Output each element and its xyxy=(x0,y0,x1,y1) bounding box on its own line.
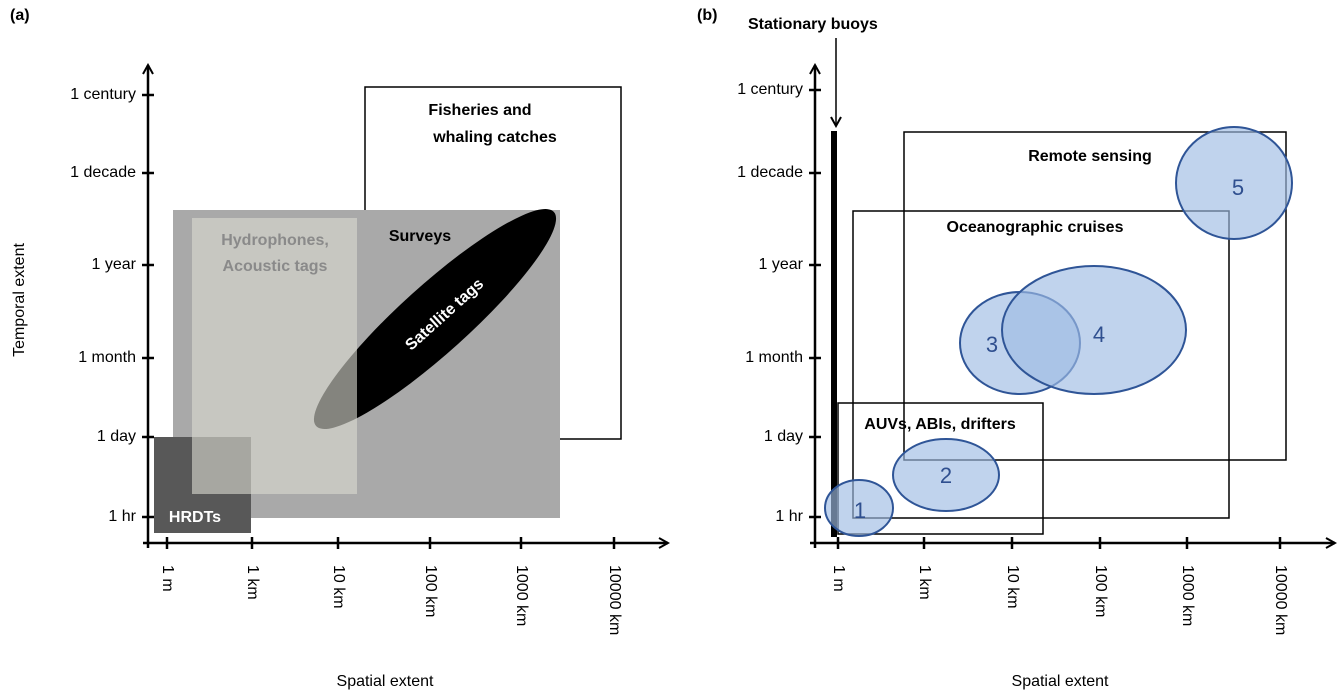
satellite-ellipse xyxy=(313,208,557,430)
region-label: Oceanographic cruises xyxy=(947,219,1124,236)
blob-number: 4 xyxy=(1093,322,1105,347)
blob xyxy=(1001,265,1187,395)
cruises-box xyxy=(852,210,1230,519)
x-tick-label: 1000 km xyxy=(1179,565,1196,626)
y-tick-label: 1 day xyxy=(97,428,136,445)
panel-label: (a) xyxy=(10,7,30,24)
x-tick-label: 10000 km xyxy=(606,565,623,635)
x-tick-label: 10 km xyxy=(330,565,347,609)
region-label: Acoustic tags xyxy=(223,258,328,275)
panel-label: (b) xyxy=(697,7,717,24)
region-label: Fisheries and xyxy=(428,102,531,119)
remote-box xyxy=(903,131,1287,461)
y-tick-label: 1 century xyxy=(737,81,803,98)
y-tick-label: 1 decade xyxy=(737,164,803,181)
region-label: HRDTs xyxy=(169,509,221,526)
x-tick-label: 1 m xyxy=(830,565,847,592)
blob xyxy=(1175,126,1293,240)
x-tick-label: 1 km xyxy=(916,565,933,600)
region-label: Stationary buoys xyxy=(748,16,878,33)
blob-number: 1 xyxy=(854,498,866,523)
region-label: Hydrophones, xyxy=(221,232,329,249)
blob-number: 5 xyxy=(1232,175,1244,200)
blob-number: 3 xyxy=(986,332,998,357)
x-tick-label: 10 km xyxy=(1004,565,1021,609)
region-label: Remote sensing xyxy=(1028,148,1152,165)
y-tick-label: 1 hr xyxy=(775,508,803,525)
blob xyxy=(824,479,894,537)
region-label: whaling catches xyxy=(432,129,557,146)
y-tick-label: 1 hr xyxy=(108,508,136,525)
y-tick-label: 1 day xyxy=(764,428,803,445)
y-tick-label: 1 month xyxy=(78,349,136,366)
y-tick-label: 1 century xyxy=(70,86,136,103)
region-label: Surveys xyxy=(389,228,451,245)
x-tick-label: 100 km xyxy=(1092,565,1109,617)
x-axis-title: Spatial extent xyxy=(337,673,435,690)
y-tick-label: 1 year xyxy=(759,256,804,273)
hydrophones-box xyxy=(192,218,357,494)
x-tick-label: 10000 km xyxy=(1272,565,1289,635)
buoys-bar xyxy=(831,131,837,537)
x-axis-title: Spatial extent xyxy=(1012,673,1110,690)
blob-number: 2 xyxy=(940,463,952,488)
x-tick-label: 1 km xyxy=(244,565,261,600)
x-tick-label: 100 km xyxy=(422,565,439,617)
y-axis-title: Temporal extent xyxy=(11,243,28,357)
y-tick-label: 1 month xyxy=(745,349,803,366)
y-tick-label: 1 decade xyxy=(70,164,136,181)
x-tick-label: 1 m xyxy=(159,565,176,592)
blob xyxy=(892,438,1000,512)
region-label: AUVs, ABIs, drifters xyxy=(864,416,1016,433)
auvs-box xyxy=(837,402,1044,535)
x-tick-label: 1000 km xyxy=(513,565,530,626)
y-tick-label: 1 year xyxy=(92,256,137,273)
